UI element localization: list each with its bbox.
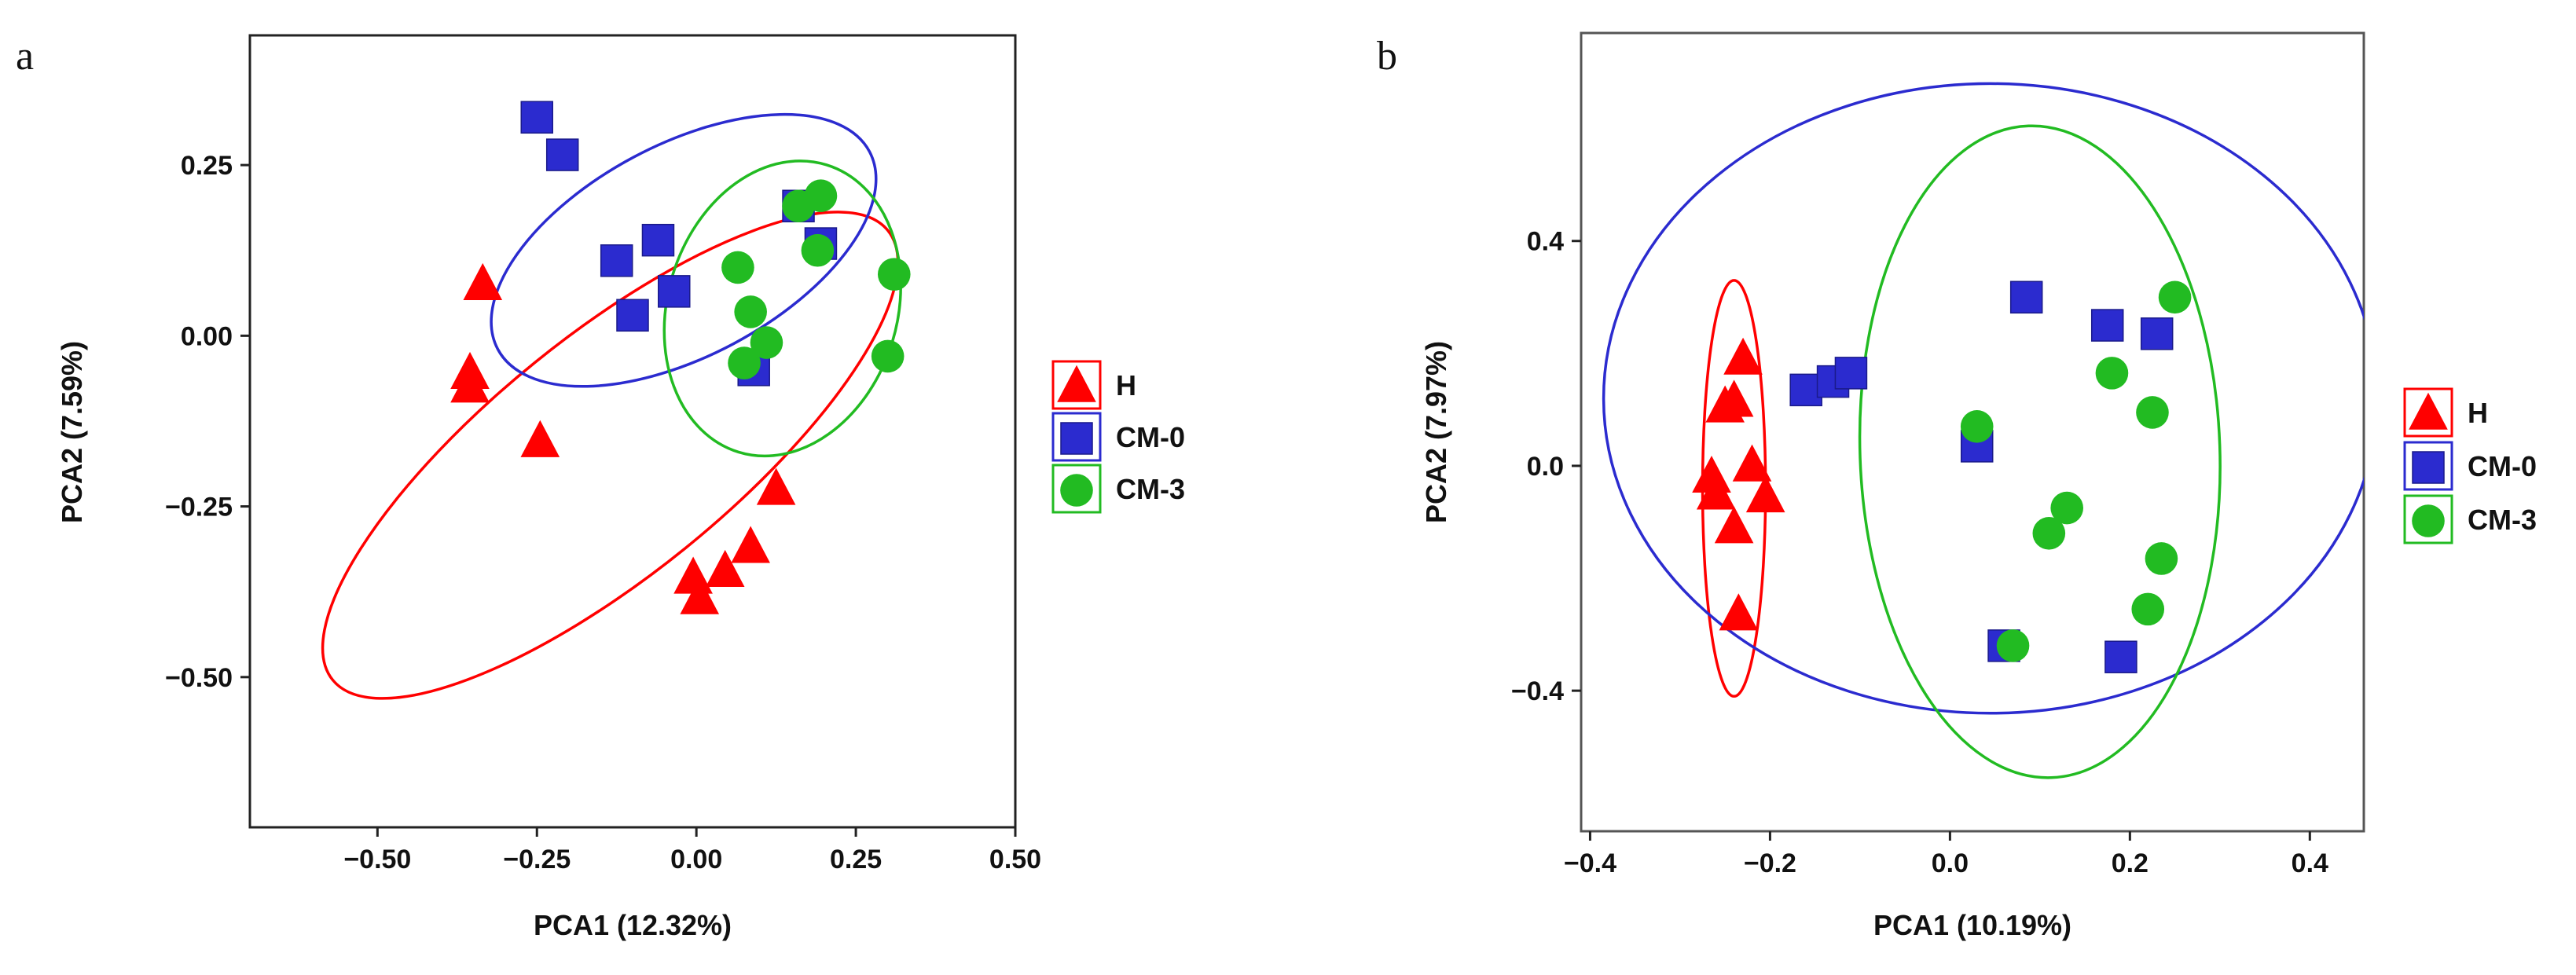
- data-point-cm-3: [728, 346, 761, 379]
- data-point-cm-0: [641, 223, 675, 257]
- series-cm-0: [520, 101, 838, 387]
- y-tick-label: 0.25: [181, 151, 233, 181]
- data-point-cm-0: [2140, 317, 2174, 350]
- x-tick-label: −0.50: [343, 845, 411, 874]
- legend-marker-h: [1057, 365, 1096, 402]
- x-tick-label: 0.0: [1932, 849, 1969, 878]
- series-h: [450, 262, 796, 614]
- x-tick-label: −0.25: [503, 845, 571, 874]
- y-axis-title: PCA2 (7.59%): [56, 341, 88, 523]
- data-point-cm-3: [2050, 491, 2084, 525]
- data-point-cm-3: [2158, 280, 2192, 314]
- ellipse-cm-3: [662, 159, 902, 458]
- legend-marker-cm-0: [1060, 422, 1093, 455]
- x-axis-title: PCA1 (12.32%): [534, 909, 732, 941]
- x-tick-label: 0.2: [2112, 849, 2149, 878]
- data-point-h: [1732, 444, 1772, 482]
- data-point-cm-3: [2136, 396, 2169, 429]
- legend-marker-cm-3: [1060, 474, 1093, 507]
- plot-frame: [1580, 31, 2365, 833]
- data-point-h: [450, 365, 490, 403]
- data-point-cm-0: [658, 275, 691, 308]
- data-point-h: [756, 467, 796, 505]
- legend-label: CM-3: [2468, 504, 2537, 536]
- series-h: [1692, 337, 1785, 631]
- y-tick-label: −0.50: [165, 663, 233, 693]
- legend-marker-cm-0: [2412, 451, 2445, 484]
- legend-label: CM-3: [1116, 473, 1185, 505]
- data-point-cm-3: [801, 233, 835, 267]
- data-point-h: [705, 549, 745, 587]
- data-point-cm-3: [2145, 542, 2178, 575]
- series-cm-3: [721, 179, 911, 379]
- data-point-h: [731, 526, 770, 563]
- data-point-h: [673, 556, 713, 594]
- legend-label: H: [1116, 369, 1136, 401]
- data-point-cm-3: [2131, 592, 2165, 626]
- x-tick-label: 0.00: [670, 845, 722, 874]
- data-point-cm-0: [2104, 640, 2137, 673]
- legend: H CM-0 CM-3: [1051, 360, 1185, 514]
- data-point-cm-0: [600, 244, 633, 277]
- data-point-cm-0: [2090, 309, 2124, 342]
- data-point-cm-0: [545, 138, 579, 171]
- legend: H CM-0 CM-3: [2403, 387, 2537, 544]
- y-tick-label: 0.0: [1527, 452, 1564, 482]
- legend-label: H: [2468, 397, 2488, 429]
- data-point-cm-0: [1789, 373, 1822, 407]
- data-point-h: [1723, 337, 1763, 375]
- ellipse-cm-0: [1602, 82, 2364, 715]
- x-axis-title: PCA1 (10.19%): [1873, 909, 2071, 941]
- panel-a: a −0.50 −0.25 0.00 0.25 0.50 0.25 0.00 −0.25 −0.5…: [16, 34, 1185, 941]
- series-cm-3: [1960, 280, 2192, 662]
- data-point-cm-3: [2032, 516, 2066, 550]
- plot-frame: [248, 34, 1017, 829]
- data-point-cm-3: [734, 295, 767, 328]
- y-axis-title: PCA2 (7.97%): [1420, 341, 1452, 523]
- data-point-cm-3: [750, 326, 783, 359]
- legend-marker-h: [2409, 392, 2448, 430]
- data-point-cm-3: [721, 251, 754, 284]
- data-point-h: [1745, 475, 1785, 513]
- series-cm-0: [1789, 280, 2174, 673]
- ellipse-cm-3: [1858, 124, 2222, 779]
- legend-marker-cm-3: [2412, 504, 2445, 537]
- y-tick-label: −0.4: [1511, 676, 1564, 706]
- y-tick-label: 0.00: [181, 321, 233, 351]
- panel-label: b: [1377, 34, 1397, 79]
- data-point-cm-3: [804, 179, 838, 213]
- ellipse-h: [321, 211, 900, 700]
- legend-label: CM-0: [1116, 421, 1185, 453]
- data-point-h: [680, 577, 720, 614]
- x-tick-label: 0.25: [830, 845, 882, 874]
- x-tick-label: 0.4: [2292, 849, 2328, 878]
- data-point-cm-0: [616, 299, 649, 332]
- data-point-cm-3: [1960, 410, 1994, 443]
- y-tick-label: −0.25: [165, 493, 233, 522]
- data-point-h: [1705, 385, 1745, 423]
- data-point-h: [1696, 472, 1736, 510]
- data-point-h: [1719, 593, 1759, 631]
- data-point-cm-3: [1996, 629, 2030, 662]
- panel-b: b −0.4 −0.2 0.0 0.2 0.4 0.4 0.0 −0.4 PCA1 (10.19%…: [1377, 31, 2537, 941]
- data-point-cm-3: [871, 339, 905, 373]
- data-point-cm-0: [520, 101, 553, 134]
- data-point-h: [520, 420, 560, 457]
- panel-label: a: [16, 34, 34, 79]
- data-point-cm-0: [1834, 357, 1868, 390]
- data-point-h: [1714, 506, 1754, 544]
- x-tick-label: −0.4: [1564, 849, 1616, 878]
- data-point-h: [463, 262, 503, 300]
- data-point-cm-3: [877, 258, 911, 291]
- confidence-ellipses: [321, 112, 902, 700]
- legend-label: CM-0: [2468, 450, 2537, 482]
- data-point-cm-0: [2009, 280, 2043, 314]
- ellipse-cm-0: [490, 112, 878, 388]
- x-tick-label: 0.50: [989, 845, 1041, 874]
- y-tick-label: 0.4: [1527, 227, 1564, 257]
- x-tick-label: −0.2: [1744, 849, 1796, 878]
- data-point-cm-3: [2095, 357, 2129, 390]
